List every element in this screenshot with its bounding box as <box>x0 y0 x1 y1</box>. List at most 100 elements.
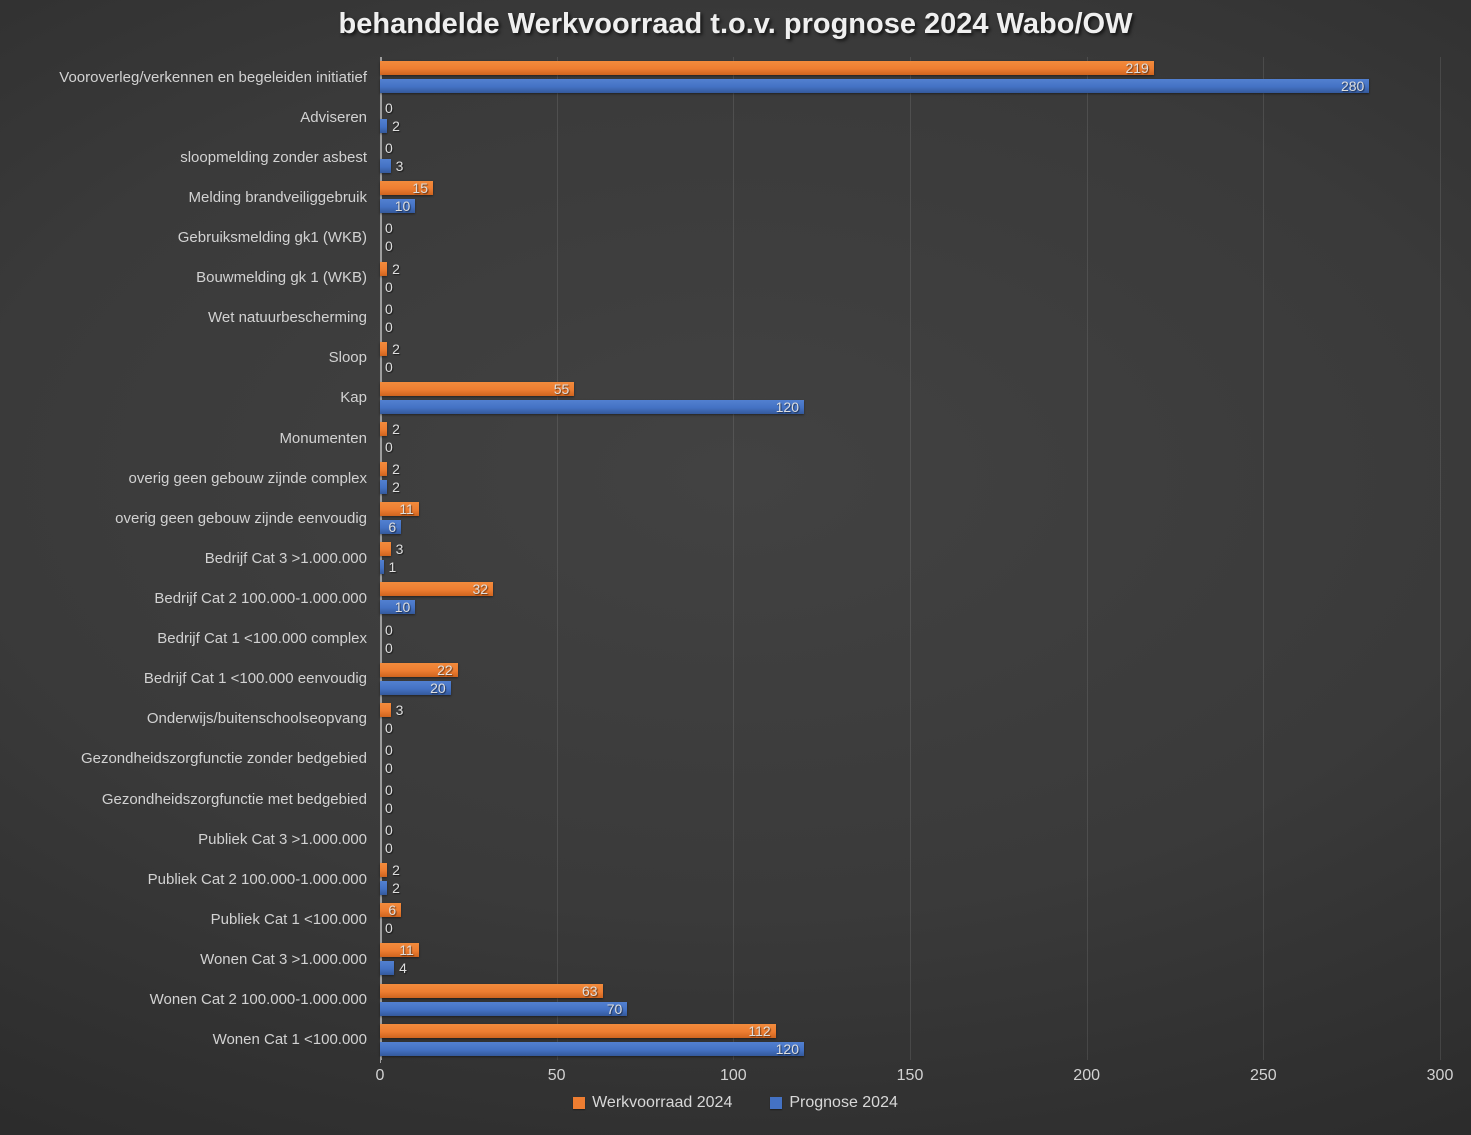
category-label: Sloop <box>328 349 367 367</box>
value-label: 2 <box>392 862 400 879</box>
bar-row: Wonen Cat 3 >1.000.000 11 4 <box>0 939 1471 979</box>
bar-line: 0 <box>380 238 1440 255</box>
chart-title: behandelde Werkvoorraad t.o.v. prognose … <box>338 8 1133 40</box>
bar-line: 0 <box>380 822 1440 839</box>
bar-line: 2 <box>380 862 1440 879</box>
werkvoorraad-bar <box>380 903 402 918</box>
legend-swatch-prognose-icon <box>770 1097 783 1109</box>
value-label: 1 <box>388 559 397 576</box>
value-label: 0 <box>385 358 393 375</box>
legend-item-prognose: Prognose 2024 <box>770 1094 898 1112</box>
bar-line: 112 <box>380 1022 1440 1039</box>
value-label: 0 <box>385 238 393 255</box>
value-label: 11 <box>399 501 414 518</box>
value-label: 20 <box>430 679 446 696</box>
prognose-bar <box>380 1001 628 1016</box>
werkvoorraad-bar <box>380 502 419 517</box>
bar-line: 2 <box>380 880 1440 896</box>
value-label: 10 <box>394 599 411 616</box>
bar-line: 0 <box>380 759 1440 776</box>
bar-row: Bedrijf Cat 3 >1.000.000 3 1 <box>0 538 1471 578</box>
bar-row: Publiek Cat 2 100.000-1.000.000 2 2 <box>0 859 1471 899</box>
bar-line: 3 <box>380 702 1440 718</box>
value-label: 3 <box>395 541 404 558</box>
prognose-bar <box>380 199 416 214</box>
bar-line: 0 <box>380 741 1440 758</box>
prognose-bar <box>380 961 395 976</box>
prognose-bar <box>380 600 416 615</box>
value-label: 0 <box>385 840 393 857</box>
value-label: 0 <box>385 759 393 776</box>
werkvoorraad-bar <box>380 422 388 437</box>
prognose-bar <box>380 159 391 174</box>
bar-line: 0 <box>380 100 1440 117</box>
value-label: 112 <box>748 1022 771 1039</box>
category-label: Vooroverleg/verkennen en begeleiden init… <box>59 68 367 86</box>
value-label: 0 <box>385 920 393 937</box>
bar-group: 55 120 <box>380 378 1440 418</box>
value-label: 15 <box>412 180 428 197</box>
x-tick-label: 150 <box>896 1067 924 1084</box>
bar-row: Gezondheidszorgfunctie met bedgebied 0 0 <box>0 779 1471 819</box>
bar-line: 0 <box>380 782 1440 798</box>
bar-line: 63 <box>380 982 1440 999</box>
category-label: Gezondheidszorgfunctie zonder bedgebied <box>80 750 367 768</box>
bar-line: 0 <box>380 840 1440 857</box>
category-label: overig geen gebouw zijnde complex <box>128 469 367 487</box>
bar-line: 2 <box>380 261 1440 277</box>
bar-group: 11 4 <box>380 939 1440 979</box>
value-label: 0 <box>385 822 393 839</box>
value-label: 63 <box>582 982 598 999</box>
werkvoorraad-bar <box>380 662 458 677</box>
bar-line: 6 <box>380 902 1440 919</box>
prognose-bar <box>380 399 804 414</box>
value-label: 55 <box>553 380 570 397</box>
bar-row: Bedrijf Cat 1 <100.000 complex 0 0 <box>0 619 1471 659</box>
bar-row: Bedrijf Cat 2 100.000-1.000.000 32 10 <box>0 578 1471 618</box>
bar-line: 1 <box>380 559 1440 576</box>
bar-line: 0 <box>380 640 1440 656</box>
value-label: 0 <box>385 800 393 817</box>
bar-group: 219 280 <box>380 57 1440 97</box>
value-label: 4 <box>399 960 407 977</box>
bar-line: 2 <box>380 421 1440 437</box>
category-label: Bouwmelding gk 1 (WKB) <box>196 269 367 287</box>
bar-line: 20 <box>380 679 1440 696</box>
value-label: 0 <box>385 100 393 117</box>
bar-line: 0 <box>380 920 1440 937</box>
bar-line: 0 <box>380 720 1440 736</box>
bar-line: 120 <box>380 1040 1440 1057</box>
value-label: 6 <box>388 902 397 919</box>
axis-tick <box>380 1057 381 1063</box>
bar-row: Bouwmelding gk 1 (WKB) 2 0 <box>0 258 1471 298</box>
werkvoorraad-bar <box>380 943 419 958</box>
bar-line: 0 <box>380 439 1440 455</box>
category-label: Monumenten <box>279 429 367 447</box>
category-label: Bedrijf Cat 1 <100.000 complex <box>157 630 367 648</box>
werkvoorraad-bar <box>380 863 388 878</box>
value-label: 120 <box>775 1040 799 1057</box>
werkvoorraad-bar <box>380 1023 776 1038</box>
bar-line: 3 <box>380 158 1440 174</box>
werkvoorraad-bar <box>380 261 388 276</box>
bar-line: 10 <box>380 599 1440 616</box>
value-label: 22 <box>437 661 453 678</box>
prognose-bar <box>380 560 384 575</box>
bar-rows: Vooroverleg/verkennen en begeleiden init… <box>0 57 1471 1060</box>
bar-line: 2 <box>380 118 1440 134</box>
category-label: Publiek Cat 3 >1.000.000 <box>198 830 367 848</box>
bar-group: 15 10 <box>380 177 1440 217</box>
bar-row: Monumenten 2 0 <box>0 418 1471 458</box>
value-label: 0 <box>385 741 393 758</box>
prognose-bar <box>380 119 388 134</box>
bar-line: 11 <box>380 501 1440 518</box>
category-label: Wonen Cat 3 >1.000.000 <box>200 950 367 968</box>
value-label: 11 <box>399 942 414 959</box>
x-tick-label: 100 <box>719 1067 747 1084</box>
bar-line: 2 <box>380 341 1440 357</box>
bar-line: 120 <box>380 399 1440 415</box>
